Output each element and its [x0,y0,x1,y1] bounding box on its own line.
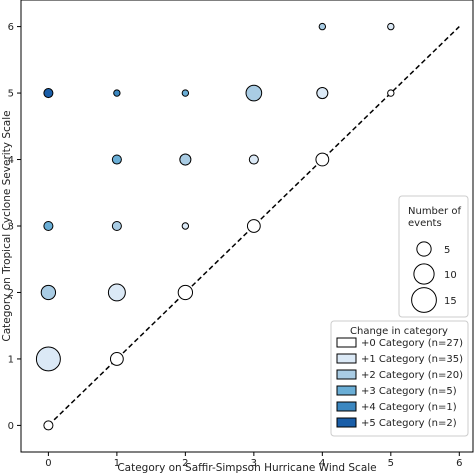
color-legend-swatch [336,401,357,412]
scatter-point [35,346,61,372]
scatter-point [109,352,124,366]
size-legend-entries: 5 10 15 [411,241,457,313]
scatter-point [111,220,122,232]
color-legend-label: +4 Category (n=1) [361,402,457,413]
size-legend-marker [416,241,432,257]
scatter-point [181,222,190,230]
y-axis-ticks: 0 1 2 3 4 5 6 [8,22,21,432]
y-tick-label: 2 [8,288,14,299]
x-tick-label: 4 [319,458,325,469]
scatter-point [111,154,122,165]
color-legend-box [330,320,469,437]
scatter-point [181,89,190,97]
scatter-point [43,220,54,232]
scatter-point [43,420,54,431]
size-legend-box [398,195,469,318]
scatter-point [113,89,121,97]
scatter-point [177,284,194,301]
size-legend-title: Number of events [408,206,461,229]
color-legend-swatch [336,337,357,348]
color-legend-swatch [336,417,357,428]
y-tick-label: 0 [8,421,14,432]
scatter-point [248,154,259,165]
color-legend: Change in category +0 Category (n=27) +1 … [330,320,469,437]
scatter-point [246,219,261,233]
size-legend-marker [411,287,437,313]
x-tick-label: 1 [114,458,120,469]
y-axis-label: Category on Tropical Cyclone Severity Sc… [1,110,13,341]
scatter-point [315,152,330,167]
color-legend-label: +2 Category (n=20) [361,370,463,381]
size-legend-label: 5 [444,245,450,256]
x-axis-label: Category on Saffir-Simpson Hurricane Win… [117,462,376,474]
data-points [35,22,395,431]
size-legend-marker [413,263,435,285]
scatter-point [107,283,126,302]
color-legend-entries: +0 Category (n=27) +1 Category (n=35) +2 C… [336,337,463,429]
size-legend-label: 10 [444,270,457,281]
scatter-point [318,22,327,31]
color-legend-label: +5 Category (n=2) [361,418,457,429]
scatter-point [245,84,263,102]
size-legend-label: 15 [444,296,457,307]
color-legend-label: +1 Category (n=35) [361,354,463,365]
y-tick-label: 5 [8,89,14,100]
y-tick-label: 4 [8,155,14,166]
color-legend-label: +3 Category (n=5) [361,386,457,397]
color-legend-swatch [336,385,357,396]
x-tick-label: 2 [182,458,188,469]
size-legend: Number of events 5 10 15 [398,195,469,318]
color-legend-swatch [336,369,357,380]
x-tick-label: 5 [388,458,394,469]
y-tick-label: 1 [8,354,14,365]
scatter-point [387,89,395,97]
x-tick-label: 0 [45,458,51,469]
size-legend-title-line: Number of [408,206,461,217]
y-tick-label: 6 [8,22,14,33]
x-tick-label: 6 [456,458,462,469]
scatter-point [40,284,57,301]
color-legend-title: Change in category [350,326,448,337]
x-axis-ticks: 0 1 2 3 4 5 6 [45,452,462,469]
scatter-point [179,153,192,166]
y-tick-label: 3 [8,222,14,233]
color-legend-label: +0 Category (n=27) [361,338,463,349]
scatter-point [387,22,395,31]
x-tick-label: 3 [251,458,257,469]
color-legend-swatch [336,353,357,364]
size-legend-title-line: events [408,218,442,229]
scatter-point [316,87,329,100]
scatter-point [43,88,54,99]
